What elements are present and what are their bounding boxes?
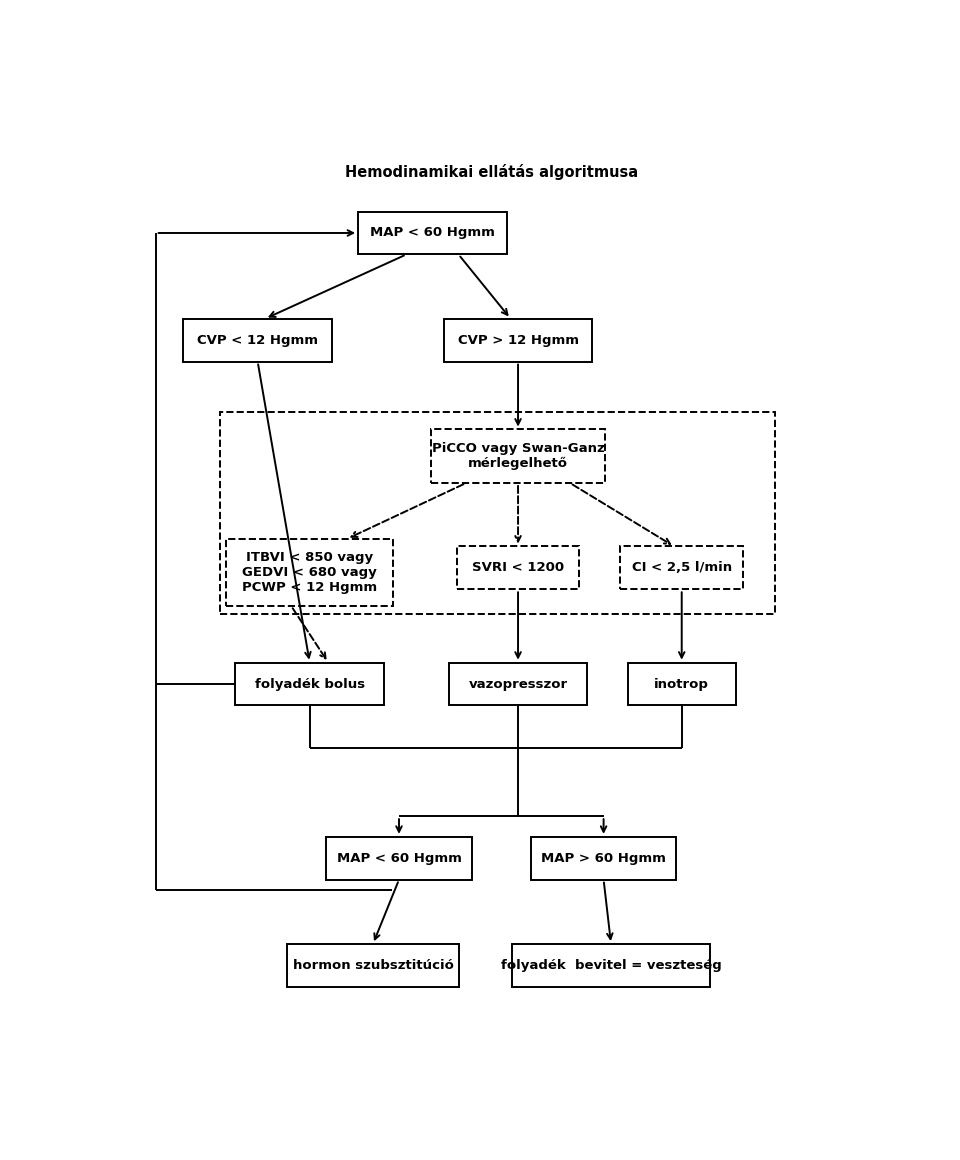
FancyBboxPatch shape: [513, 944, 709, 987]
FancyBboxPatch shape: [457, 546, 580, 589]
Text: inotrop: inotrop: [655, 677, 709, 690]
Text: CVP > 12 Hgmm: CVP > 12 Hgmm: [458, 334, 579, 347]
Text: ITBVI < 850 vagy
GEDVI < 680 vagy
PCWP < 12 Hgmm: ITBVI < 850 vagy GEDVI < 680 vagy PCWP <…: [242, 551, 377, 594]
Text: MAP > 60 Hgmm: MAP > 60 Hgmm: [541, 851, 666, 864]
Text: folyadék  bevitel = veszteség: folyadék bevitel = veszteség: [501, 959, 721, 972]
FancyBboxPatch shape: [235, 662, 384, 705]
Text: MAP < 60 Hgmm: MAP < 60 Hgmm: [337, 851, 462, 864]
FancyBboxPatch shape: [287, 944, 459, 987]
Text: CVP < 12 Hgmm: CVP < 12 Hgmm: [197, 334, 318, 347]
FancyBboxPatch shape: [531, 836, 676, 879]
FancyBboxPatch shape: [444, 319, 592, 362]
FancyBboxPatch shape: [226, 539, 394, 606]
FancyBboxPatch shape: [183, 319, 332, 362]
FancyBboxPatch shape: [326, 836, 471, 879]
Text: Hemodinamikai ellátás algoritmusa: Hemodinamikai ellátás algoritmusa: [346, 165, 638, 180]
Text: hormon szubsztitúció: hormon szubsztitúció: [293, 959, 453, 972]
FancyBboxPatch shape: [358, 211, 507, 254]
Text: vazopresszor: vazopresszor: [468, 677, 567, 690]
FancyBboxPatch shape: [620, 546, 743, 589]
Text: SVRI < 1200: SVRI < 1200: [472, 561, 564, 574]
Text: MAP < 60 Hgmm: MAP < 60 Hgmm: [370, 226, 495, 239]
FancyBboxPatch shape: [431, 429, 606, 483]
Text: PiCCO vagy Swan-Ganz
mérlegelhető: PiCCO vagy Swan-Ganz mérlegelhető: [432, 442, 605, 470]
FancyBboxPatch shape: [628, 662, 735, 705]
Text: folyadék bolus: folyadék bolus: [254, 677, 365, 690]
FancyBboxPatch shape: [449, 662, 587, 705]
Text: CI < 2,5 l/min: CI < 2,5 l/min: [632, 561, 732, 574]
